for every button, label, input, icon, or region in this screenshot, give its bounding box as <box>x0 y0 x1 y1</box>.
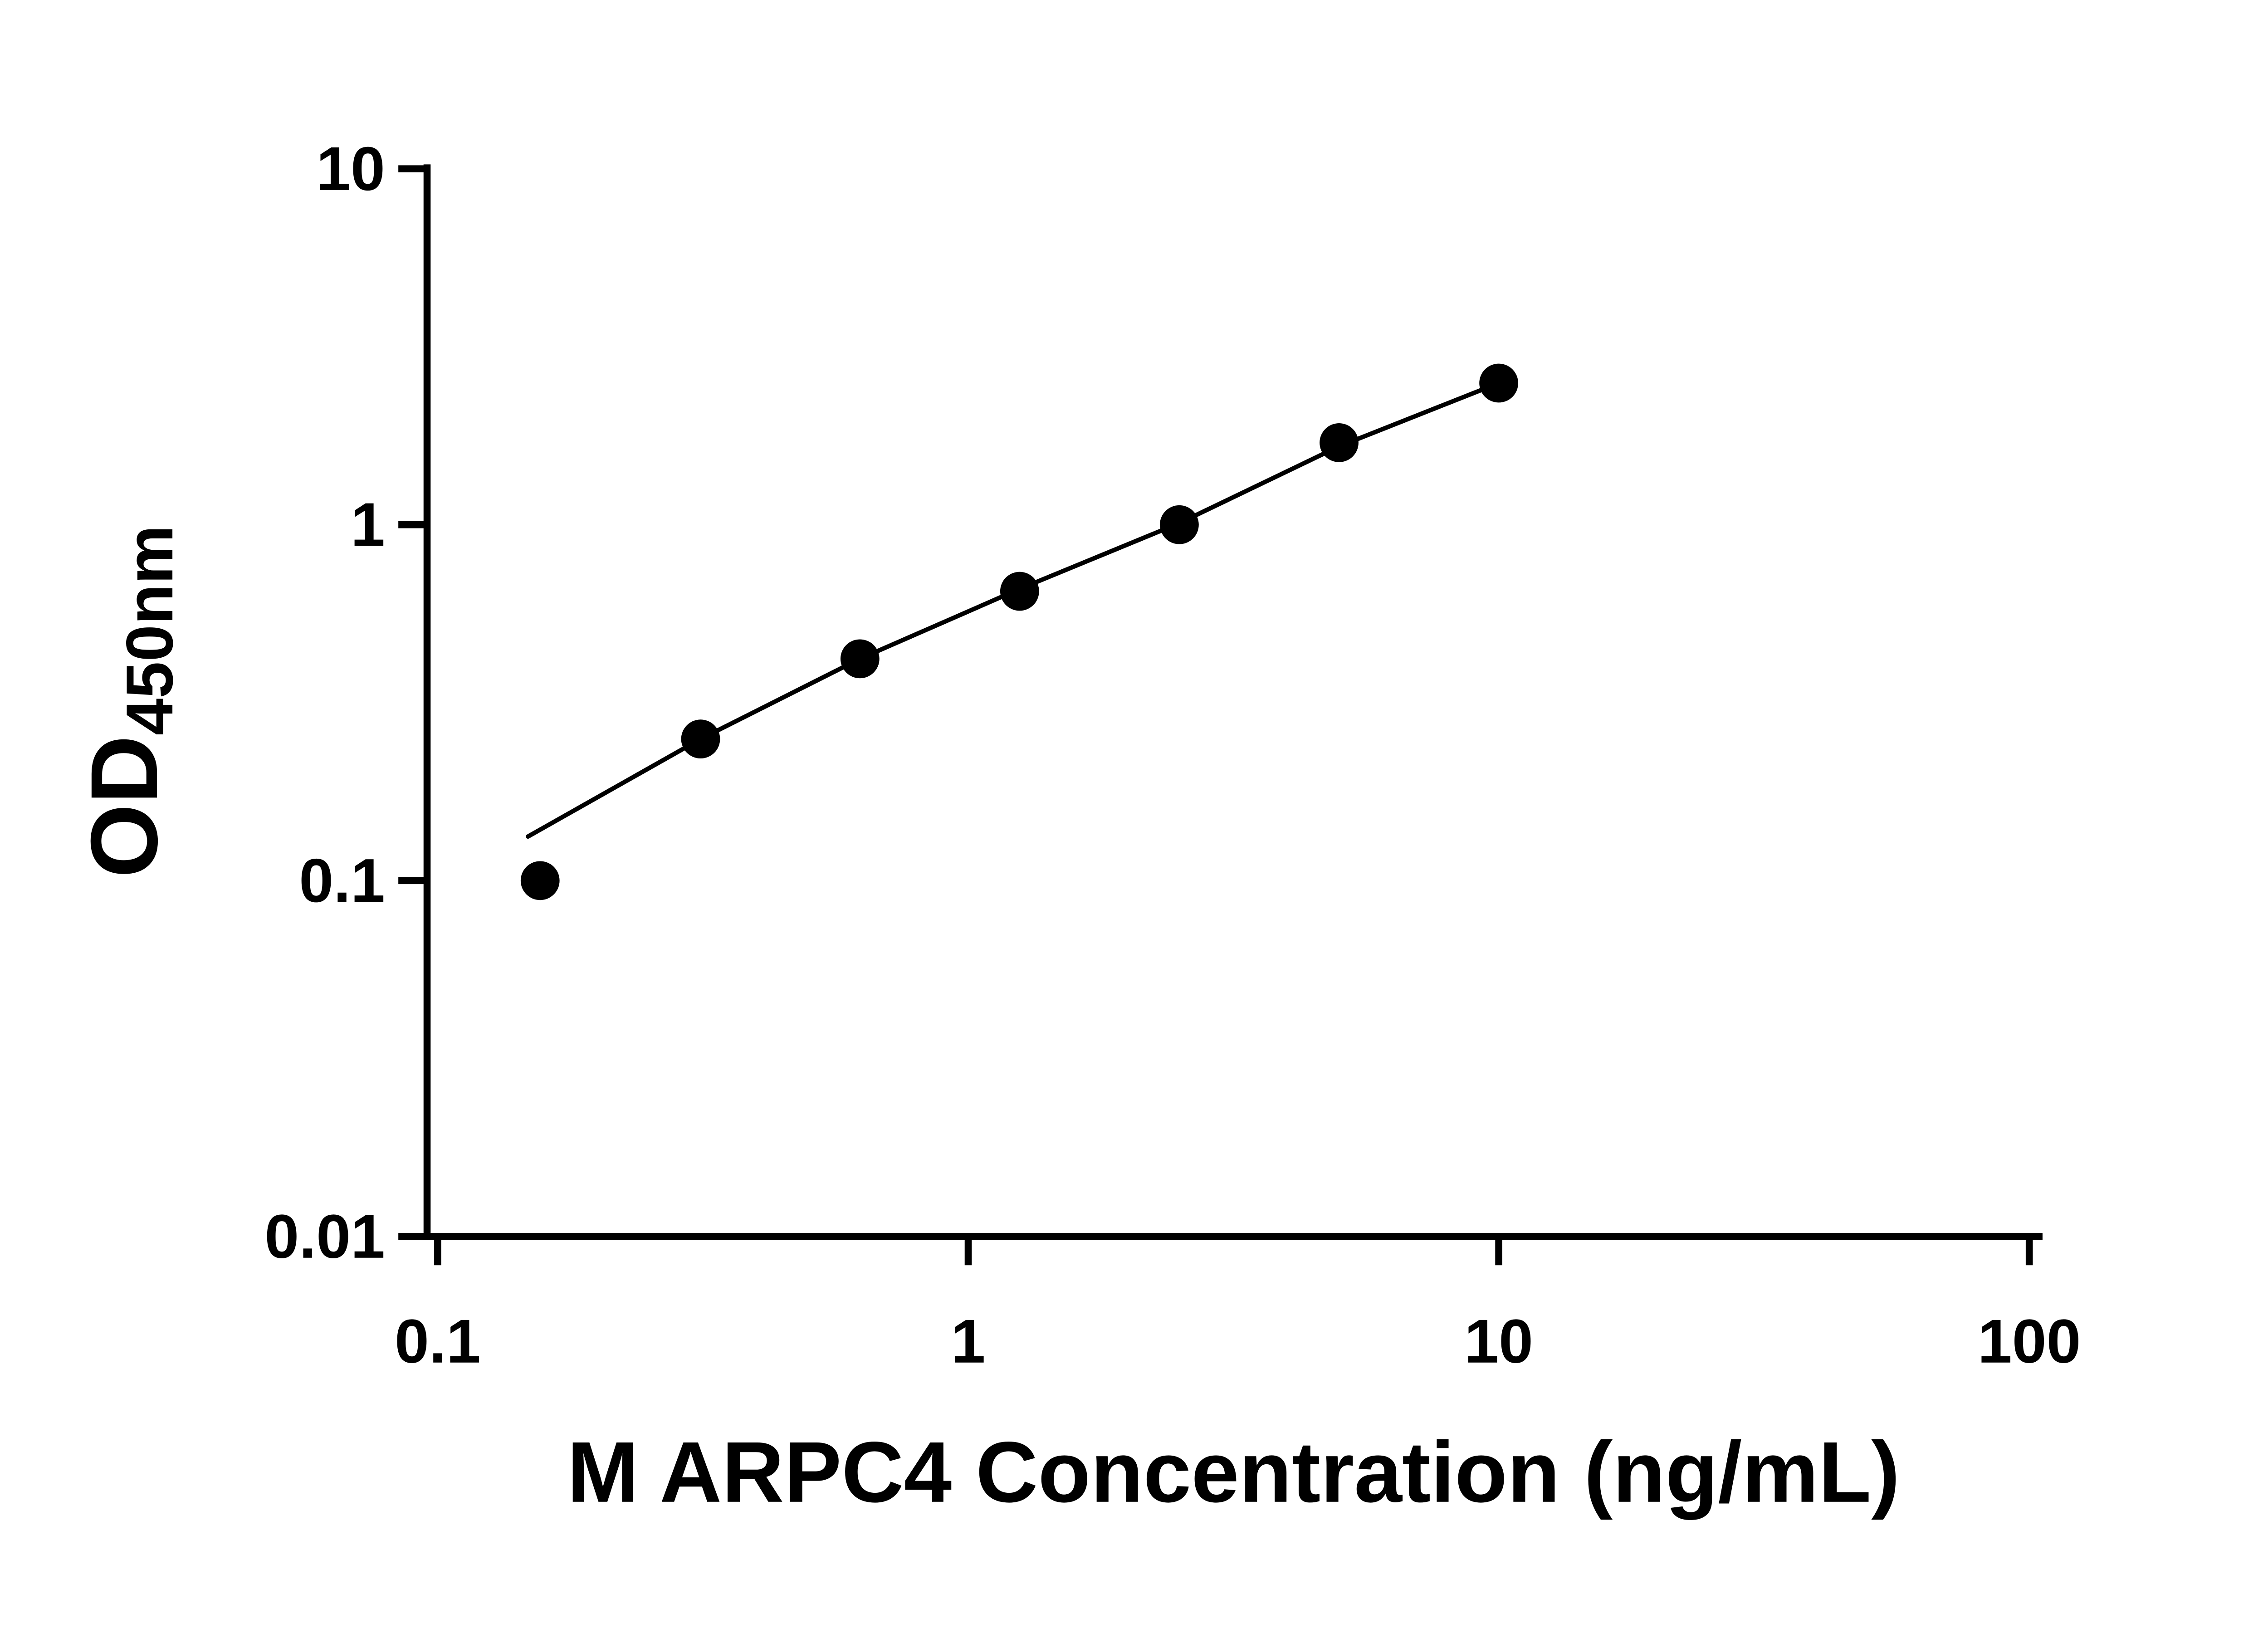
data-point <box>520 861 560 900</box>
y-tick-label: 0.1 <box>299 846 385 915</box>
y-tick-label: 0.01 <box>264 1202 385 1271</box>
x-tick-label: 0.1 <box>395 1306 481 1376</box>
y-axis-title-sub: 450nm <box>112 525 186 735</box>
data-point <box>681 719 720 759</box>
data-point <box>1320 423 1359 462</box>
y-tick-label: 10 <box>316 134 385 203</box>
x-tick-label: 1 <box>951 1306 986 1376</box>
data-point <box>1000 572 1039 611</box>
data-point <box>840 639 880 679</box>
y-axis-title-main: OD <box>71 735 177 878</box>
data-point <box>1160 505 1199 544</box>
x-tick-label: 10 <box>1464 1306 1533 1376</box>
data-point <box>1479 363 1518 403</box>
y-axis-title: OD450nm <box>71 525 186 878</box>
x-axis-title: M ARPC4 Concentration (ng/mL) <box>567 1424 1900 1521</box>
y-tick-label: 1 <box>351 490 385 559</box>
x-tick-label: 100 <box>1978 1306 2081 1376</box>
